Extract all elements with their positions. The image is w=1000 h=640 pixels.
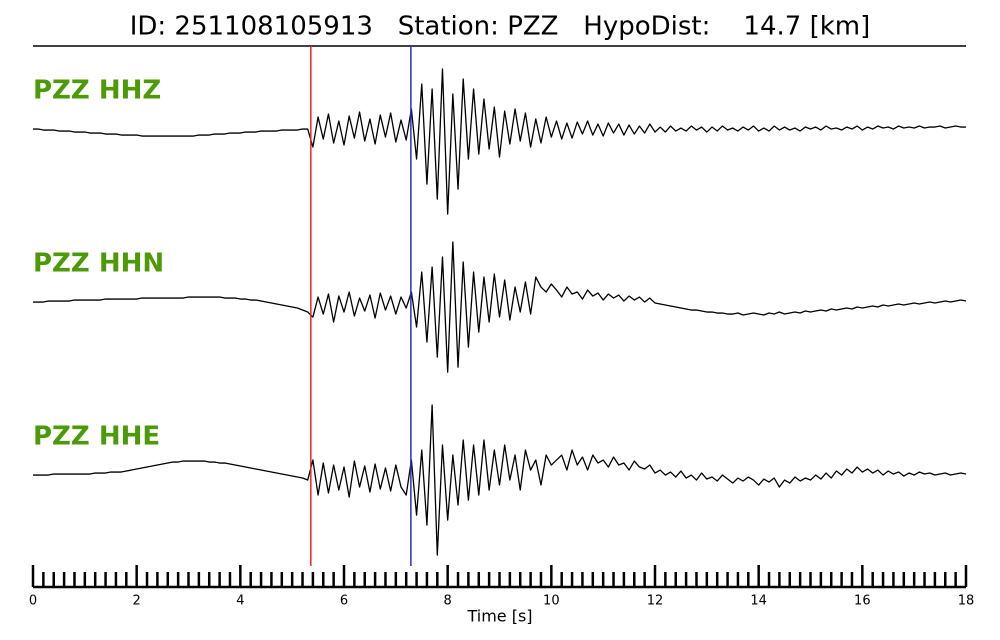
x-tick-label: 14 xyxy=(750,594,767,609)
x-tick-label: 6 xyxy=(340,594,348,609)
x-tick-label: 12 xyxy=(647,594,664,609)
x-tick-label: 2 xyxy=(133,594,141,609)
waveform xyxy=(33,241,967,373)
waveform xyxy=(33,404,967,556)
trace-label: PZZ HHZ xyxy=(33,76,161,106)
trace-label: PZZ HHE xyxy=(33,422,160,452)
x-tick-label: 0 xyxy=(29,594,37,609)
x-tick-label: 8 xyxy=(444,594,452,609)
x-tick-label: 4 xyxy=(236,594,244,609)
waveform xyxy=(33,68,966,215)
trace-label: PZZ HHN xyxy=(33,249,164,279)
x-tick-label: 16 xyxy=(854,594,871,609)
chart-title: ID: 251108105913 Station: PZZ HypoDist: … xyxy=(130,12,871,42)
x-tick-label: 10 xyxy=(543,594,560,609)
x-tick-label: 18 xyxy=(958,594,975,609)
x-axis-label: Time [s] xyxy=(466,607,532,626)
